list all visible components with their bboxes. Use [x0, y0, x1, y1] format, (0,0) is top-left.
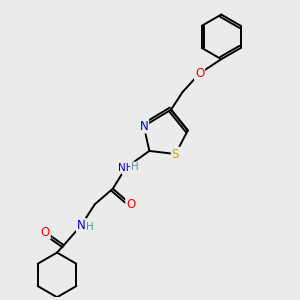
Text: N: N: [123, 161, 132, 174]
Text: NH: NH: [118, 163, 134, 173]
Text: N: N: [140, 120, 148, 133]
Text: O: O: [40, 226, 50, 238]
Text: O: O: [126, 198, 135, 211]
Text: H: H: [128, 163, 135, 173]
Text: S: S: [172, 148, 179, 160]
Text: N: N: [77, 219, 85, 232]
Text: H: H: [130, 162, 138, 172]
Text: O: O: [195, 67, 204, 80]
Text: H: H: [86, 222, 94, 232]
